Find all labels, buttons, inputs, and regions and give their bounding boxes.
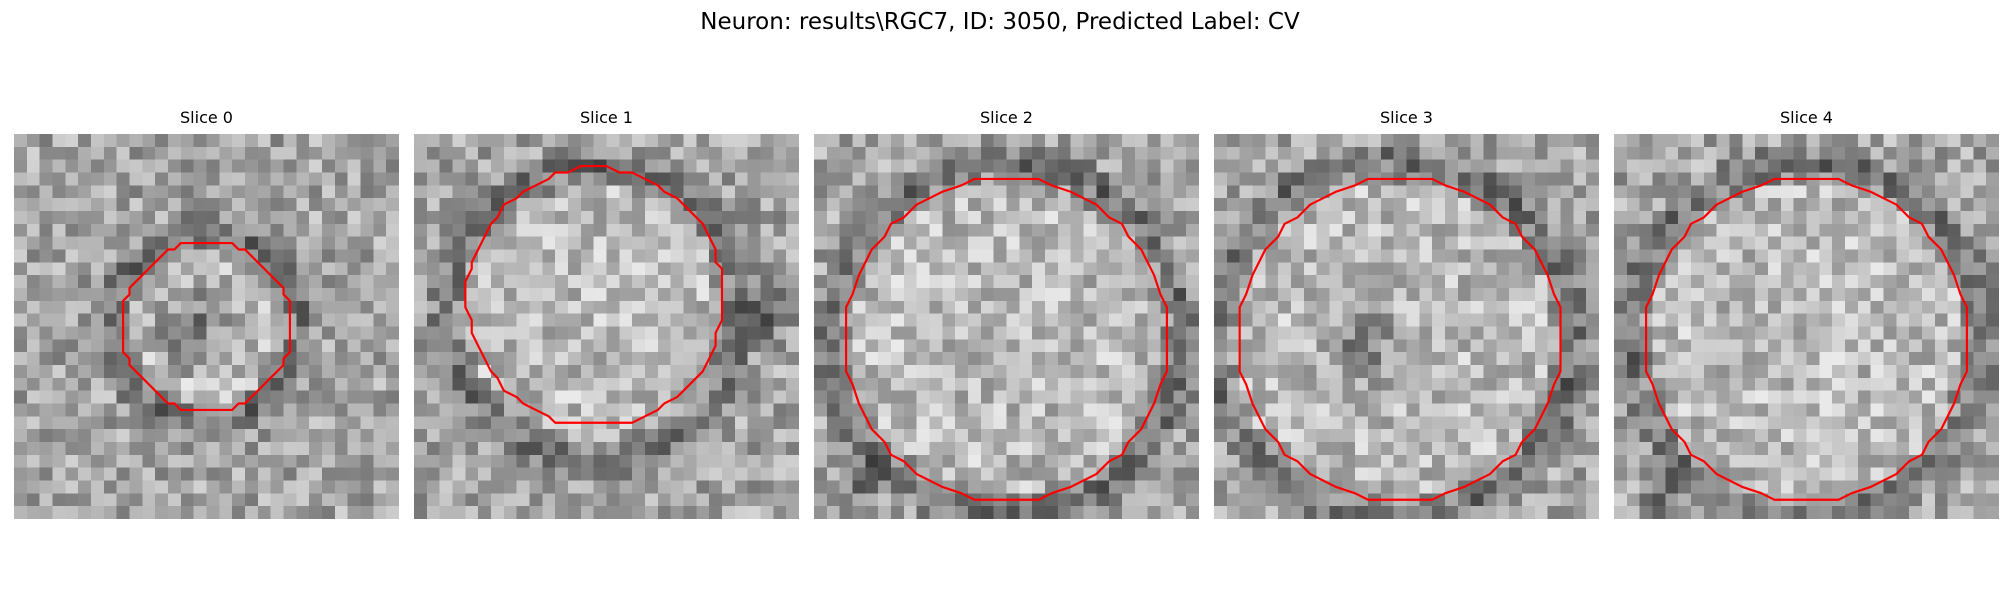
slice-panel: Slice 2 [814, 108, 1199, 520]
slice-title: Slice 0 [180, 108, 233, 127]
slice-image [1614, 134, 1999, 519]
figure-title: Neuron: results\RGC7, ID: 3050, Predicte… [700, 9, 1300, 35]
slice-title: Slice 2 [980, 108, 1033, 127]
segmentation-contour [1238, 177, 1562, 501]
slice-image [414, 134, 799, 519]
slice-title: Slice 3 [1380, 108, 1433, 127]
slice-image [814, 134, 1199, 519]
segmentation-contour [121, 241, 292, 412]
slice-image [1214, 134, 1599, 519]
slice-panel: Slice 3 [1214, 108, 1599, 520]
segmentation-contour [1644, 177, 1969, 501]
slice-image [14, 134, 399, 519]
slice-panel: Slice 0 [14, 108, 399, 520]
segmentation-contour [844, 177, 1169, 501]
slice-panel: Slice 1 [414, 108, 799, 520]
slice-panel: Slice 4 [1614, 108, 1999, 520]
slice-title: Slice 1 [580, 108, 633, 127]
slice-title: Slice 4 [1780, 108, 1833, 127]
segmentation-contour [464, 164, 724, 424]
